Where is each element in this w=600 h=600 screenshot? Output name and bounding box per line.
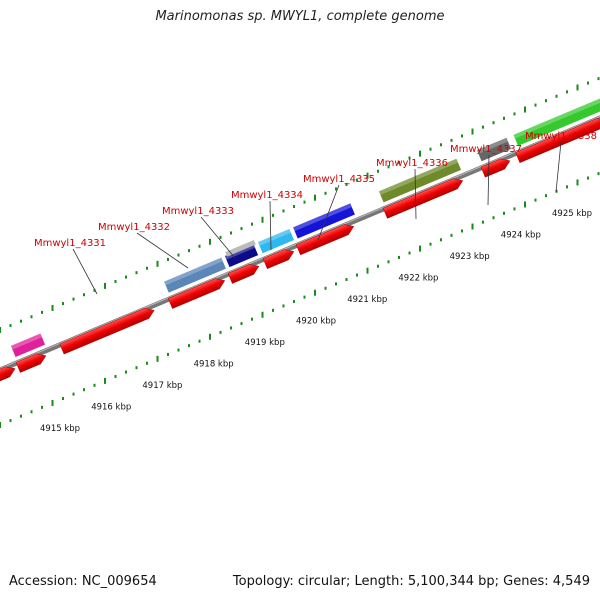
cyan-feature (258, 228, 294, 254)
accession-text: Accession: NC_009654 (9, 574, 157, 589)
magenta-feature (10, 333, 46, 357)
kbp-tick-label: 4918 kbp (194, 360, 234, 370)
gene-leader-line (487, 154, 490, 206)
tick-layer (0, 77, 600, 428)
gene-leader-line (317, 184, 340, 241)
gene-arrow (15, 353, 47, 373)
gene-label: Mmwyl1_4333 (162, 206, 234, 217)
gene-arrow (515, 118, 600, 163)
kbp-tick-label: 4924 kbp (501, 231, 541, 241)
gene-leader-line (555, 141, 562, 193)
blue-feature (293, 203, 355, 239)
gene-label: Mmwyl1_4338 (525, 131, 597, 142)
gene-leader-line (200, 216, 236, 259)
gene-arrow (227, 264, 260, 284)
grey-cap-feature (225, 239, 256, 257)
kbp-tick-label: 4920 kbp (296, 317, 336, 327)
gene-label: Mmwyl1_4337 (450, 144, 522, 155)
olive-feature (378, 158, 462, 203)
gene-arrow (0, 366, 16, 385)
map-title: Marinomonas sp. MWYL1, complete genome (155, 9, 445, 24)
label-layer: 4915 kbp 4916 kbp 4917 kbp 4918 kbp 4919 kbp… (34, 131, 597, 434)
gene-leader-line (72, 248, 98, 295)
gene-label: Mmwyl1_4336 (376, 158, 448, 169)
gene-arrow (59, 308, 155, 355)
feature-layer (0, 96, 600, 385)
gene-leader-line (136, 232, 189, 269)
kbp-tick-label: 4917 kbp (142, 381, 182, 391)
gene-arrow (480, 158, 511, 178)
gene-label: Mmwyl1_4335 (303, 174, 375, 185)
green-feature (513, 96, 600, 146)
gene-arrow (382, 178, 464, 219)
topology-text: Topology: circular; Length: 5,100,344 bp… (232, 574, 590, 589)
kbp-tick-label: 4916 kbp (91, 403, 131, 413)
grey-feature (476, 137, 512, 162)
kbp-tick-label: 4921 kbp (347, 295, 387, 305)
gene-arrow (167, 278, 226, 309)
gene-label: Mmwyl1_4334 (231, 190, 303, 201)
backbone-highlight (0, 115, 600, 370)
kbp-tick-label: 4919 kbp (245, 338, 285, 348)
kbp-tick-label: 4923 kbp (450, 252, 490, 262)
gene-arrow (295, 224, 355, 256)
gene-label: Mmwyl1_4331 (34, 238, 106, 249)
kbp-tick-label: 4915 kbp (40, 424, 80, 434)
gene-leader-line (414, 168, 417, 220)
kbp-tick-label: 4922 kbp (398, 274, 438, 284)
kbp-tick-label: 4925 kbp (552, 209, 592, 219)
gene-label: Mmwyl1_4332 (98, 222, 170, 233)
steel-blue-feature (164, 257, 226, 293)
gene-leader-line (269, 200, 272, 251)
gene-arrow (262, 249, 295, 270)
